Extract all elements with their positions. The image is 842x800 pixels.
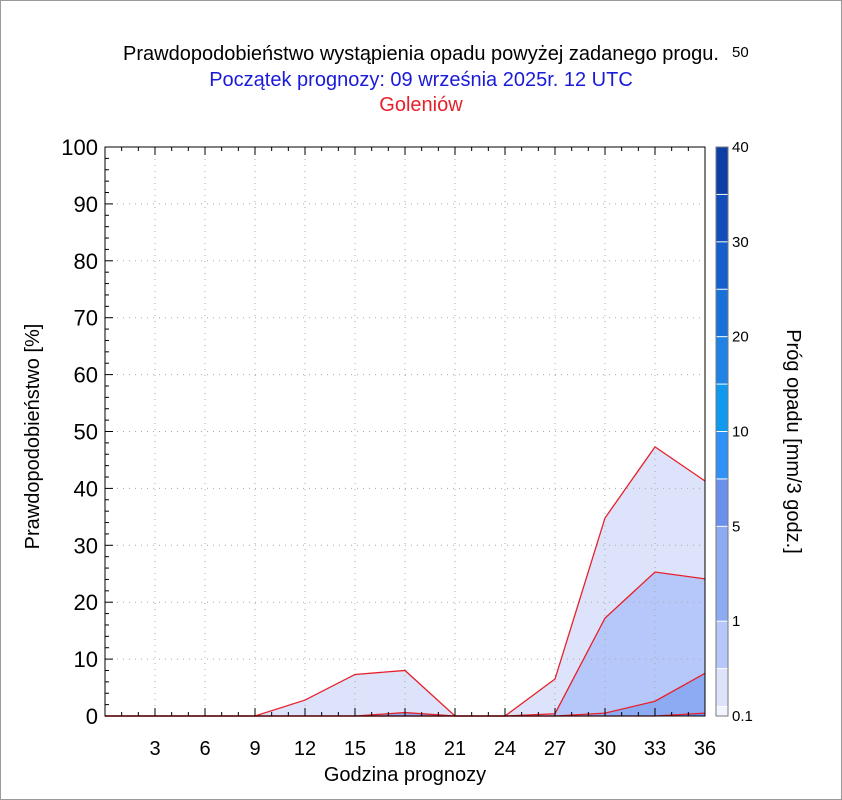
colorbar-band-1 — [716, 668, 728, 707]
x-tick-label-18: 18 — [394, 738, 416, 760]
colorbar-tick-5: 5 — [732, 518, 740, 535]
colorbar-band-2 — [716, 621, 728, 669]
colorbar-band-9 — [716, 241, 728, 290]
grid-lines — [105, 147, 705, 716]
axis-ticks — [104, 146, 706, 717]
y-tick-label-60: 60 — [74, 363, 98, 388]
colorbar — [715, 146, 729, 717]
area-threshold-2 — [105, 673, 705, 716]
y-tick-label-100: 100 — [61, 135, 98, 160]
probability-areas — [105, 446, 705, 716]
x-tick-label-36: 36 — [694, 738, 716, 760]
x-tick-label-6: 6 — [199, 738, 210, 760]
colorbar-tick-40: 40 — [732, 139, 749, 156]
y-tick-label-80: 80 — [74, 249, 98, 274]
colorbar-band-3 — [716, 526, 728, 622]
y-tick-labels: 0 10 20 30 40 50 60 70 80 90 100 — [61, 135, 98, 729]
x-tick-label-3: 3 — [149, 738, 160, 760]
x-tick-label-30: 30 — [594, 738, 616, 760]
y-tick-label-70: 70 — [74, 306, 98, 331]
colorbar-label: Próg opadu [mm/3 godz.] — [782, 329, 804, 554]
colorbar-tick-30: 30 — [732, 234, 749, 251]
colorbar-border — [715, 146, 729, 717]
colorbar-band-10 — [716, 194, 728, 242]
area-threshold-1 — [105, 572, 705, 716]
colorbar-band-6 — [716, 384, 728, 432]
x-tick-label-9: 9 — [249, 738, 260, 760]
colorbar-tick-1: 1 — [732, 613, 740, 630]
x-tick-label-33: 33 — [644, 738, 666, 760]
y-tick-label-30: 30 — [74, 533, 98, 558]
colorbar-tick-20: 20 — [732, 329, 749, 346]
colorbar-band-7 — [716, 336, 728, 385]
colorbar-tick-50: 50 — [732, 44, 749, 61]
y-axis-label: Prawdopodobieństwo [%] — [22, 324, 44, 550]
colorbar-tick-10: 10 — [732, 424, 749, 441]
colorbar-band-4 — [716, 478, 728, 527]
colorbar-tick-labels: 0.1 1 5 10 20 30 40 50 — [732, 44, 753, 725]
x-tick-labels: 3 6 9 12 15 18 21 24 27 30 33 36 — [149, 738, 716, 760]
y-tick-label-50: 50 — [74, 420, 98, 445]
x-axis-label: Godzina prognozy — [324, 764, 486, 786]
y-tick-label-0: 0 — [86, 704, 98, 729]
chart-subtitle: Początek prognozy: 09 września 2025r. 12… — [209, 69, 633, 91]
y-tick-label-20: 20 — [74, 590, 98, 615]
x-tick-label-21: 21 — [444, 738, 466, 760]
colorbar-band-11 — [716, 147, 728, 195]
x-tick-label-12: 12 — [294, 738, 316, 760]
y-tick-label-10: 10 — [74, 647, 98, 672]
x-tick-label-27: 27 — [544, 738, 566, 760]
y-tick-label-90: 90 — [74, 192, 98, 217]
colorbar-band-5 — [716, 431, 728, 479]
y-tick-label-40: 40 — [74, 476, 98, 501]
colorbar-band-0 — [716, 706, 728, 716]
x-tick-label-24: 24 — [494, 738, 516, 760]
colorbar-tick-0.1: 0.1 — [732, 708, 753, 725]
x-tick-label-15: 15 — [344, 738, 366, 760]
station-name: Goleniów — [379, 94, 463, 116]
colorbar-band-8 — [716, 289, 728, 337]
chart-title: Prawdopodobieństwo wystąpienia opadu pow… — [123, 43, 719, 65]
